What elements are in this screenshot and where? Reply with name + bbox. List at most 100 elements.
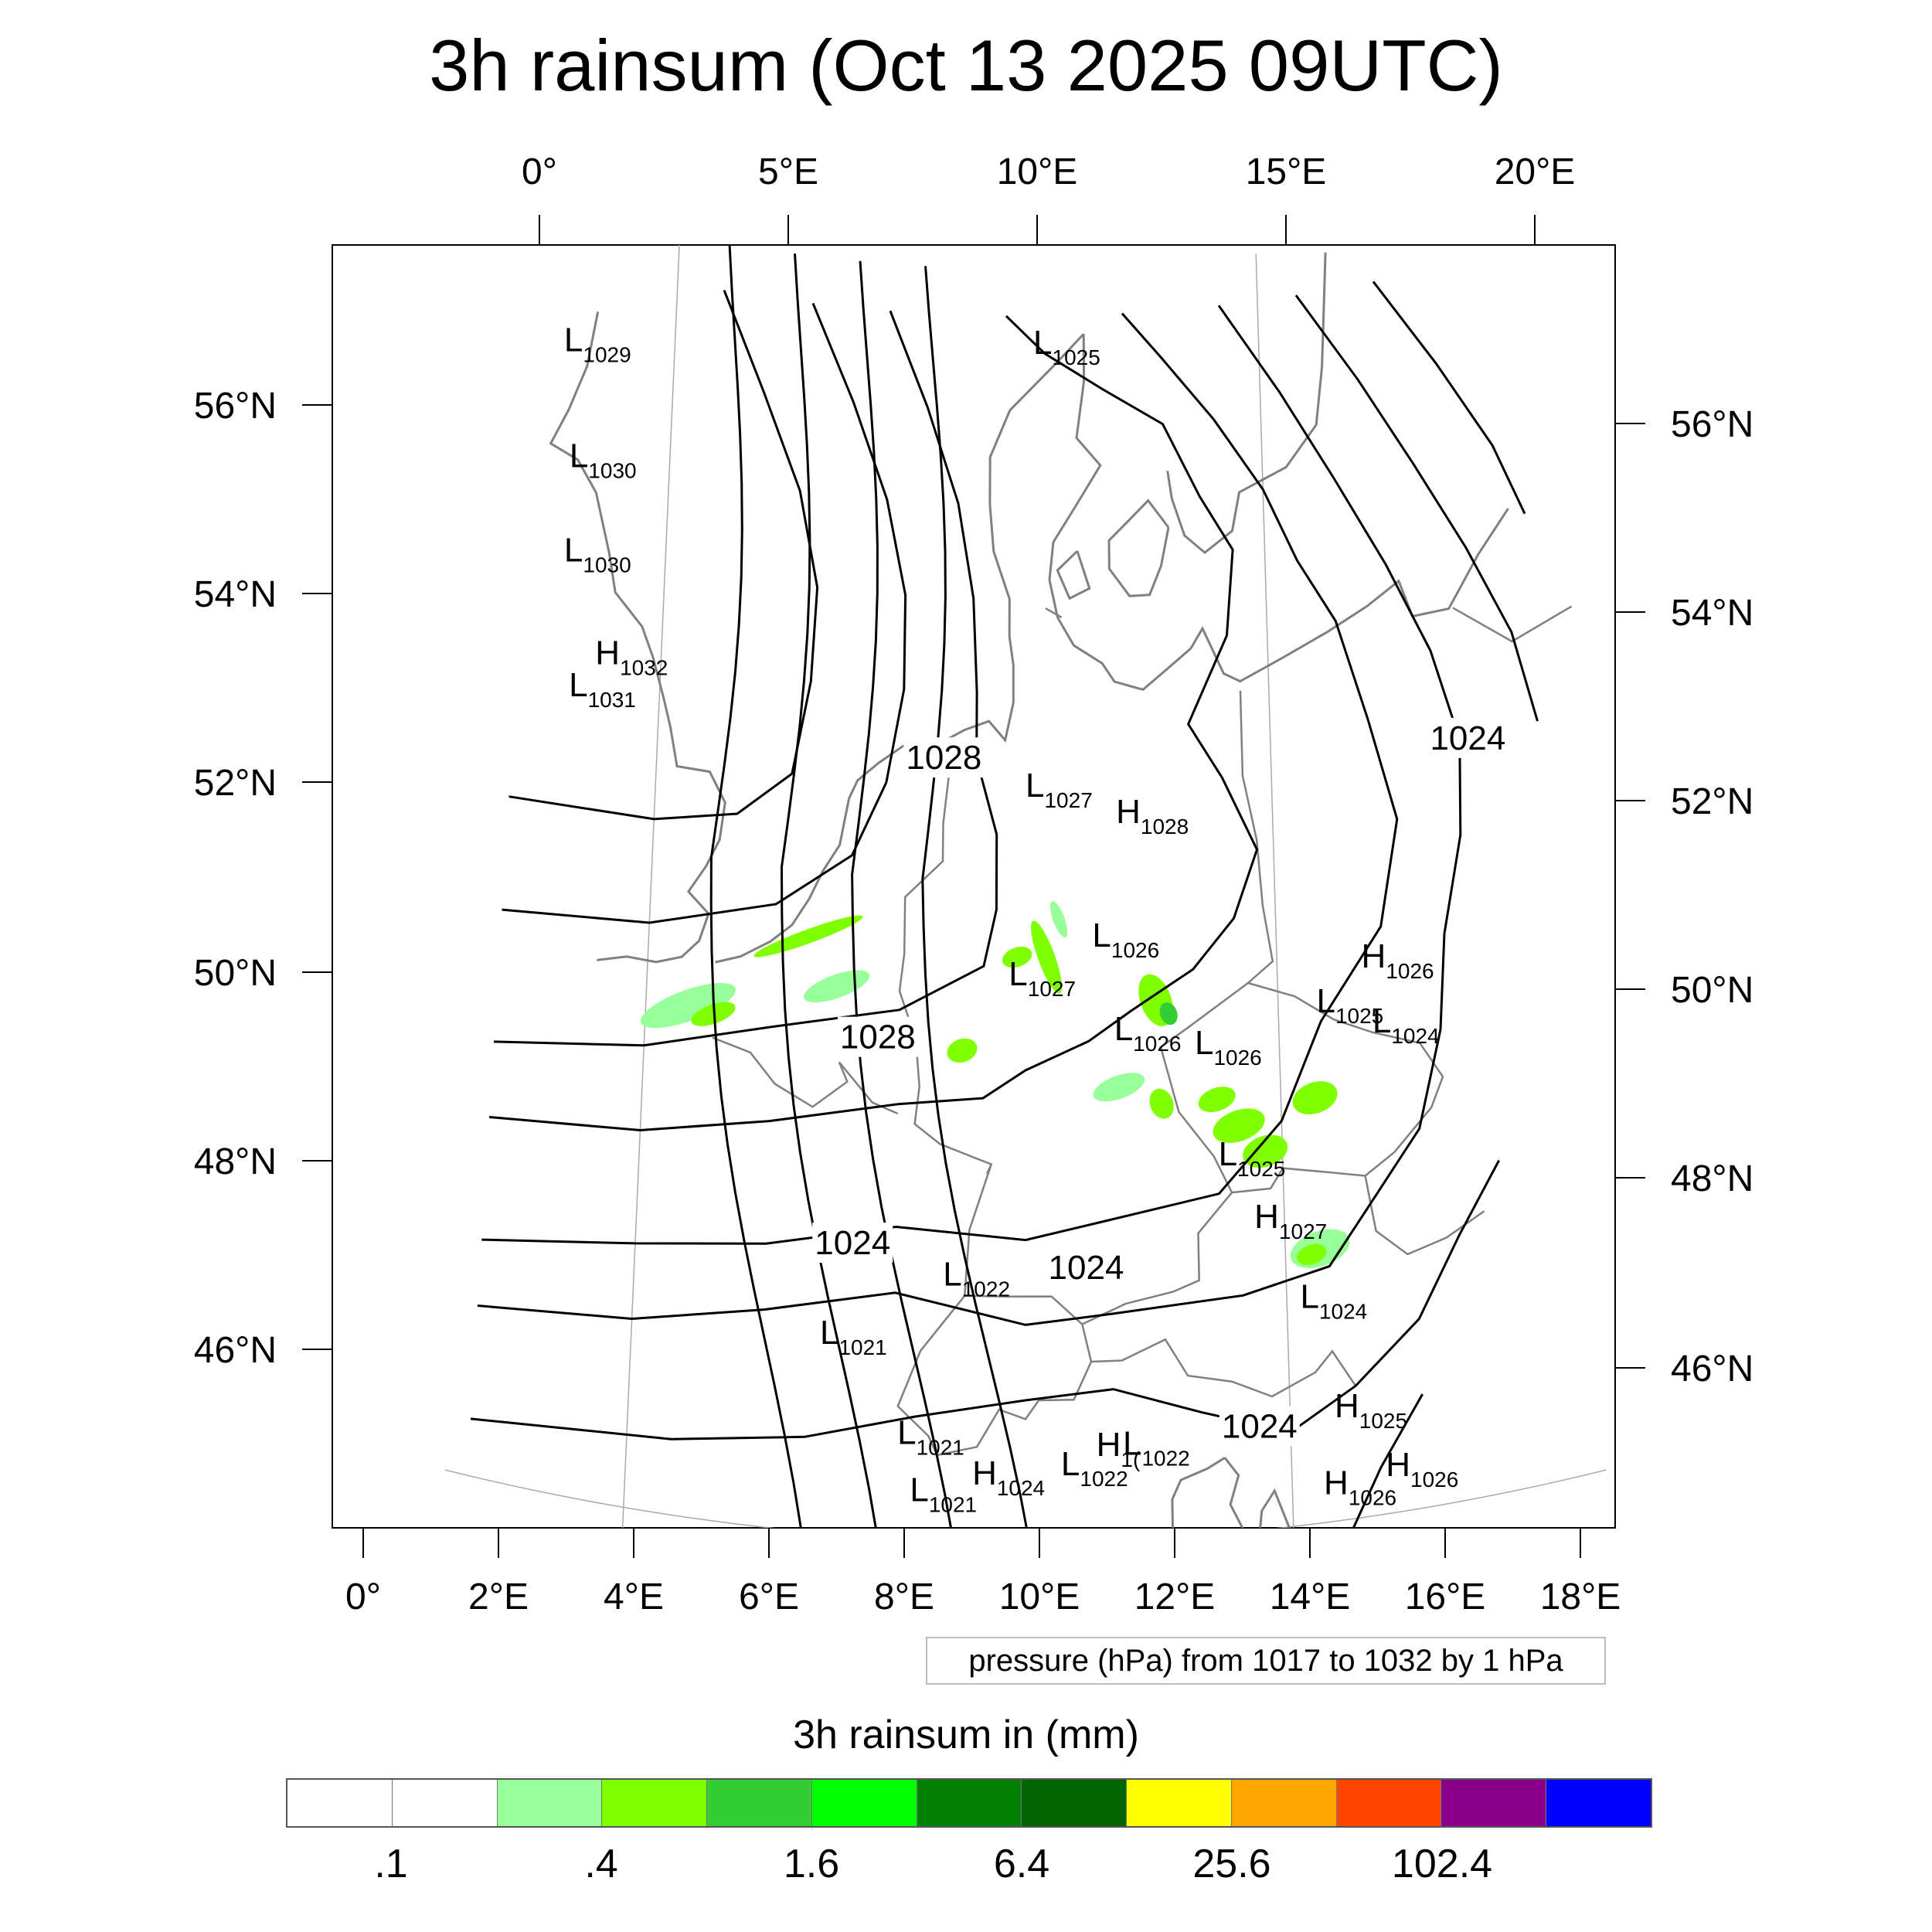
pressure-center-value: 1027: [1279, 1219, 1327, 1243]
pressure-center-value: 1024: [1391, 1024, 1439, 1048]
pressure-center-value: 1024: [1319, 1300, 1367, 1324]
pressure-center-label: L1021: [897, 1413, 964, 1459]
rain-patch: [1292, 1081, 1338, 1114]
pressure-center-label: L1024: [1300, 1278, 1367, 1324]
bottom-axis-label: 18°E: [1540, 1577, 1621, 1617]
isobar-label: 1024: [1049, 1249, 1124, 1287]
pressure-center-label: L1021: [820, 1314, 887, 1359]
pressure-center-label: H1024: [972, 1454, 1045, 1500]
pressure-center-label: H1026: [1324, 1464, 1396, 1510]
colorbar-segment: [602, 1780, 708, 1826]
coastlines: [549, 252, 1573, 1528]
pressure-center-label: L1029: [564, 321, 631, 366]
pressure-center-type: L: [1009, 955, 1027, 993]
pressure-center-value: 1029: [583, 342, 631, 366]
right-axis-label: 46°N: [1671, 1349, 1753, 1389]
isobar-line: [493, 310, 998, 1047]
rain-patch: [803, 970, 870, 1003]
pressure-center-value: 1026: [1133, 1032, 1181, 1056]
pressure-center-label: L1025: [1316, 982, 1383, 1028]
rain-patch: [1002, 946, 1032, 968]
colorbar-title: 3h rainsum in (mm): [793, 1713, 1139, 1757]
colorbar-segment: [811, 1780, 917, 1826]
rain-patch: [753, 915, 863, 957]
pressure-center-type: H: [1362, 937, 1386, 975]
rain-patch: [1049, 900, 1068, 938]
rain-patch: [1198, 1087, 1236, 1113]
rain-patch: [1093, 1073, 1145, 1102]
map-title: 3h rainsum (Oct 13 2025 09UTC): [429, 25, 1503, 106]
rain-patch: [947, 1038, 978, 1063]
isobar-label-bg: [837, 1016, 918, 1057]
pressure-center-type: L: [1195, 1024, 1213, 1062]
pressure-center-value: 1(: [1121, 1447, 1141, 1471]
pressure-center-label: L1022: [943, 1256, 1010, 1301]
rain-patch: [641, 982, 736, 1029]
pressure-center-type: L: [569, 666, 587, 704]
country-border: [985, 1164, 992, 1175]
pressure-center-label: L1024: [1372, 1002, 1440, 1048]
country-border: [1090, 1338, 1357, 1398]
pressure-center-value: 1022: [962, 1277, 1010, 1301]
pressure-center-value: 1026: [1349, 1486, 1396, 1510]
isobar-label-bg: [1046, 1247, 1127, 1288]
rain-patch: [1031, 920, 1063, 994]
pressure-center-label: L1030: [564, 532, 631, 577]
pressure-center-type: L: [910, 1471, 928, 1509]
pressure-center-label: L1022: [1123, 1425, 1190, 1471]
top-axis-label: 10°E: [997, 151, 1078, 192]
pressure-center-value: 1032: [620, 656, 668, 680]
pressure-center-type: L: [1316, 982, 1335, 1020]
pressure-center-type: L: [570, 437, 588, 475]
pressure-center-type: H: [972, 1454, 997, 1492]
coastline: [1223, 1457, 1291, 1528]
pressure-center-value: 1021: [929, 1492, 977, 1516]
pressure-center-label: L1027: [1026, 767, 1093, 812]
isobar-label: 1024: [1222, 1407, 1298, 1445]
coastline: [715, 333, 1085, 964]
pressure-center-value: 1026: [1213, 1046, 1261, 1070]
isobar-line: [780, 253, 877, 1528]
bottom-axis-label: 12°E: [1134, 1577, 1216, 1617]
pressure-center-label: L1027: [1009, 955, 1076, 1001]
colorbar-label: 25.6: [1192, 1842, 1271, 1886]
isobar-line: [502, 302, 907, 924]
colorbar-segment: [287, 1780, 393, 1826]
colorbar-label: 1.6: [783, 1842, 840, 1886]
colorbar-segment: [1022, 1780, 1128, 1826]
pressure-center-value: 1030: [583, 553, 631, 577]
pressure-center-type: L: [1300, 1278, 1318, 1316]
pressure-center-value: 1024: [997, 1476, 1045, 1500]
rain-patch: [1296, 1243, 1327, 1265]
axis-ticks: 0° 5°E 10°E 15°E 20°E 0° 2°E 4°E 6°E 8°E 10°E 12°E 1…: [194, 151, 1754, 1617]
left-axis-label: 56°N: [194, 386, 277, 427]
isobar-line: [709, 245, 802, 1528]
isobar-label: 1028: [840, 1019, 916, 1056]
country-border: [1364, 1175, 1485, 1256]
pressure-center-label: L1022: [1061, 1445, 1128, 1491]
isobar-line: [1372, 281, 1526, 515]
country-border: [1452, 605, 1573, 643]
pressure-center-value: 1028: [1141, 815, 1189, 838]
pressure-center-label: L1025: [1219, 1135, 1286, 1181]
coastline: [1171, 1457, 1226, 1528]
coastline: [1107, 498, 1170, 597]
pressure-center-value: 1022: [1080, 1467, 1128, 1491]
pressure-center-type: L: [1114, 1010, 1133, 1048]
pressure-center-label: H1026: [1386, 1446, 1458, 1492]
right-axis-label: 54°N: [1671, 593, 1753, 634]
isobar-label-bg: [1427, 717, 1509, 758]
pressure-center-value: 1025: [1053, 345, 1100, 369]
colorbar-segment: [707, 1780, 812, 1826]
pressure-center-value: 1021: [917, 1435, 964, 1459]
pressure-center-type: L: [1092, 917, 1111, 954]
colorbar-segment: [392, 1780, 498, 1826]
pressure-center-type: H: [1386, 1446, 1410, 1484]
pressure-center-type: L: [897, 1413, 916, 1451]
pressure-center-label: L1026: [1092, 917, 1159, 962]
country-border: [1231, 981, 1444, 1194]
pressure-center-label: H1032: [595, 634, 668, 680]
coastline: [1048, 334, 1509, 692]
pressure-center-type: L: [564, 321, 583, 359]
